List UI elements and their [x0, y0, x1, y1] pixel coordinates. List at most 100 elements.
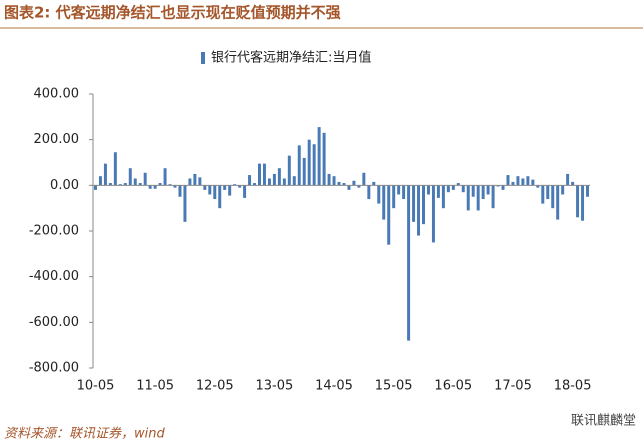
- bar: [536, 185, 540, 188]
- bar: [581, 185, 585, 221]
- x-tick-label: 18-05: [554, 379, 592, 394]
- bar: [456, 183, 460, 186]
- bar: [312, 144, 316, 186]
- bar: [193, 173, 197, 186]
- bar: [188, 178, 192, 186]
- bar: [208, 185, 212, 195]
- bar: [178, 185, 182, 197]
- bar: [148, 185, 152, 189]
- bar: [576, 185, 580, 218]
- bar: [243, 185, 247, 198]
- bar: [407, 185, 411, 341]
- bar: [332, 176, 336, 186]
- bar: [441, 185, 445, 209]
- legend-swatch: [201, 52, 205, 64]
- bar: [113, 152, 117, 186]
- y-tick-label: -600.00: [29, 315, 79, 330]
- bar: [233, 184, 237, 186]
- bar: [158, 183, 162, 186]
- bar: [93, 185, 97, 190]
- bar: [282, 178, 286, 186]
- bar: [501, 185, 505, 190]
- bar: [183, 185, 187, 222]
- x-tick-label: 10-05: [77, 379, 115, 394]
- bar: [337, 181, 341, 186]
- bar: [123, 183, 127, 186]
- bar: [317, 127, 321, 186]
- bar: [258, 163, 261, 186]
- bar: [218, 185, 222, 209]
- bar: [372, 181, 376, 186]
- bar: [297, 145, 301, 186]
- x-tick-label: 14-05: [315, 379, 353, 394]
- bar: [426, 185, 430, 195]
- bar: [397, 185, 401, 195]
- bar: [491, 185, 495, 209]
- bar: [267, 178, 271, 186]
- bar: [451, 185, 455, 190]
- bar: [292, 176, 296, 186]
- bar: [436, 185, 440, 198]
- x-tick-label: 13-05: [256, 379, 294, 394]
- bar: [496, 185, 500, 187]
- bar: [506, 175, 510, 186]
- bar: [466, 185, 470, 211]
- bar: [213, 185, 217, 200]
- bar: [526, 176, 530, 186]
- legend-label: 银行代客远期净结汇:当月值: [211, 50, 371, 66]
- y-tick-label: 400.00: [34, 87, 80, 102]
- source-note: 资料来源：联讯证券，wind: [4, 427, 165, 442]
- bar: [98, 176, 102, 186]
- bar: [103, 163, 107, 186]
- bar: [128, 168, 132, 186]
- bar: [342, 183, 346, 186]
- bar: [417, 185, 421, 236]
- bar: [461, 185, 465, 193]
- bar: [168, 184, 172, 186]
- bar: [248, 175, 252, 186]
- bar: [392, 185, 396, 209]
- x-tick-label: 15-05: [375, 379, 413, 394]
- bar: [362, 172, 366, 186]
- bar: [367, 185, 371, 200]
- bar: [253, 183, 257, 186]
- bar: [277, 168, 281, 186]
- bar: [551, 185, 555, 209]
- bar: [422, 185, 425, 225]
- bar: [486, 185, 490, 195]
- bar: [357, 185, 361, 188]
- bar: [481, 185, 485, 200]
- bar: [302, 157, 306, 186]
- bar: [307, 139, 311, 186]
- x-tick-label: 17-05: [494, 379, 532, 394]
- bar: [531, 179, 535, 186]
- bar: [118, 184, 122, 186]
- x-tick-label: 12-05: [196, 379, 234, 394]
- bar: [262, 163, 266, 186]
- bar: [143, 172, 147, 186]
- bar: [203, 185, 207, 190]
- bar: [541, 185, 545, 204]
- bar: [402, 185, 406, 200]
- bar: [228, 185, 232, 196]
- bar: [387, 185, 391, 245]
- y-tick-label: -400.00: [29, 269, 79, 284]
- bar: [327, 173, 331, 186]
- bar: [347, 185, 351, 190]
- bar: [153, 185, 157, 189]
- bar: [586, 185, 590, 197]
- chart-title: 图表2: 代客远期净结汇也显示现在贬值预期并不强: [4, 4, 341, 22]
- bar: [223, 185, 227, 190]
- bar: [287, 155, 291, 186]
- x-tick-label: 11-05: [136, 379, 174, 394]
- bar: [173, 185, 177, 188]
- bar: [272, 173, 276, 186]
- y-tick-label: 200.00: [34, 132, 80, 147]
- bar: [556, 185, 560, 220]
- watermark: 联讯麒麟堂: [571, 413, 636, 429]
- bar: [476, 185, 480, 211]
- bar: [471, 185, 475, 197]
- bar: [546, 185, 550, 200]
- bar: [108, 183, 112, 186]
